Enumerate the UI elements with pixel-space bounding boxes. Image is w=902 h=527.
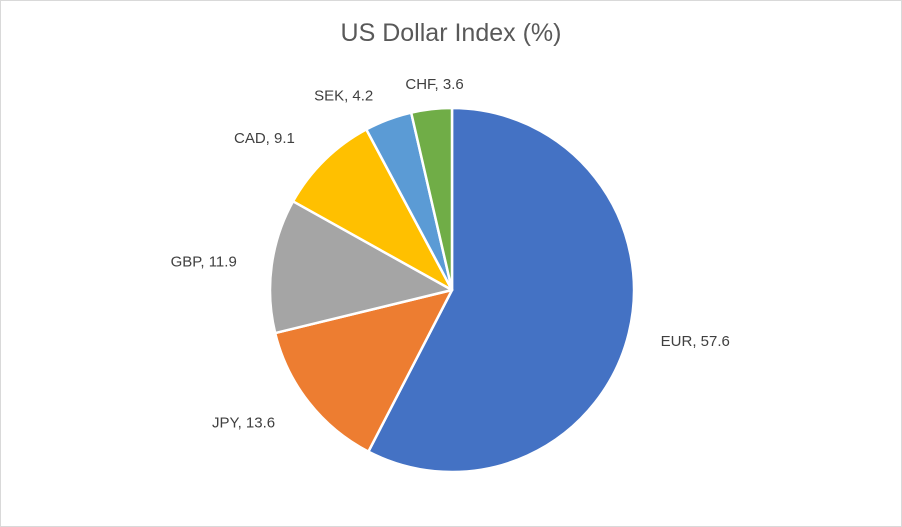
pie-labels: EUR, 57.6 JPY, 13.6 GBP, 11.9 CAD, 9.1 SEK, … xyxy=(171,76,730,432)
data-label-jpy: JPY, 13.6 xyxy=(212,415,275,432)
pie-slice-cad[interactable] xyxy=(291,128,454,292)
data-label-sek: SEK, 4.2 xyxy=(314,88,373,105)
data-label-eur: EUR, 57.6 xyxy=(661,333,730,350)
pie-slice-eur[interactable] xyxy=(367,106,636,474)
data-label-gbp: GBP, 11.9 xyxy=(171,254,237,271)
data-label-cad: CAD, 9.1 xyxy=(234,130,295,147)
data-label-chf: CHF, 3.6 xyxy=(405,76,463,93)
pie-slice-jpy[interactable] xyxy=(273,288,454,453)
pie-slice-chf[interactable] xyxy=(409,106,454,292)
chart-title: US Dollar Index (%) xyxy=(340,19,562,47)
pie-slice-gbp[interactable] xyxy=(268,200,454,335)
pie-slices xyxy=(268,106,636,474)
